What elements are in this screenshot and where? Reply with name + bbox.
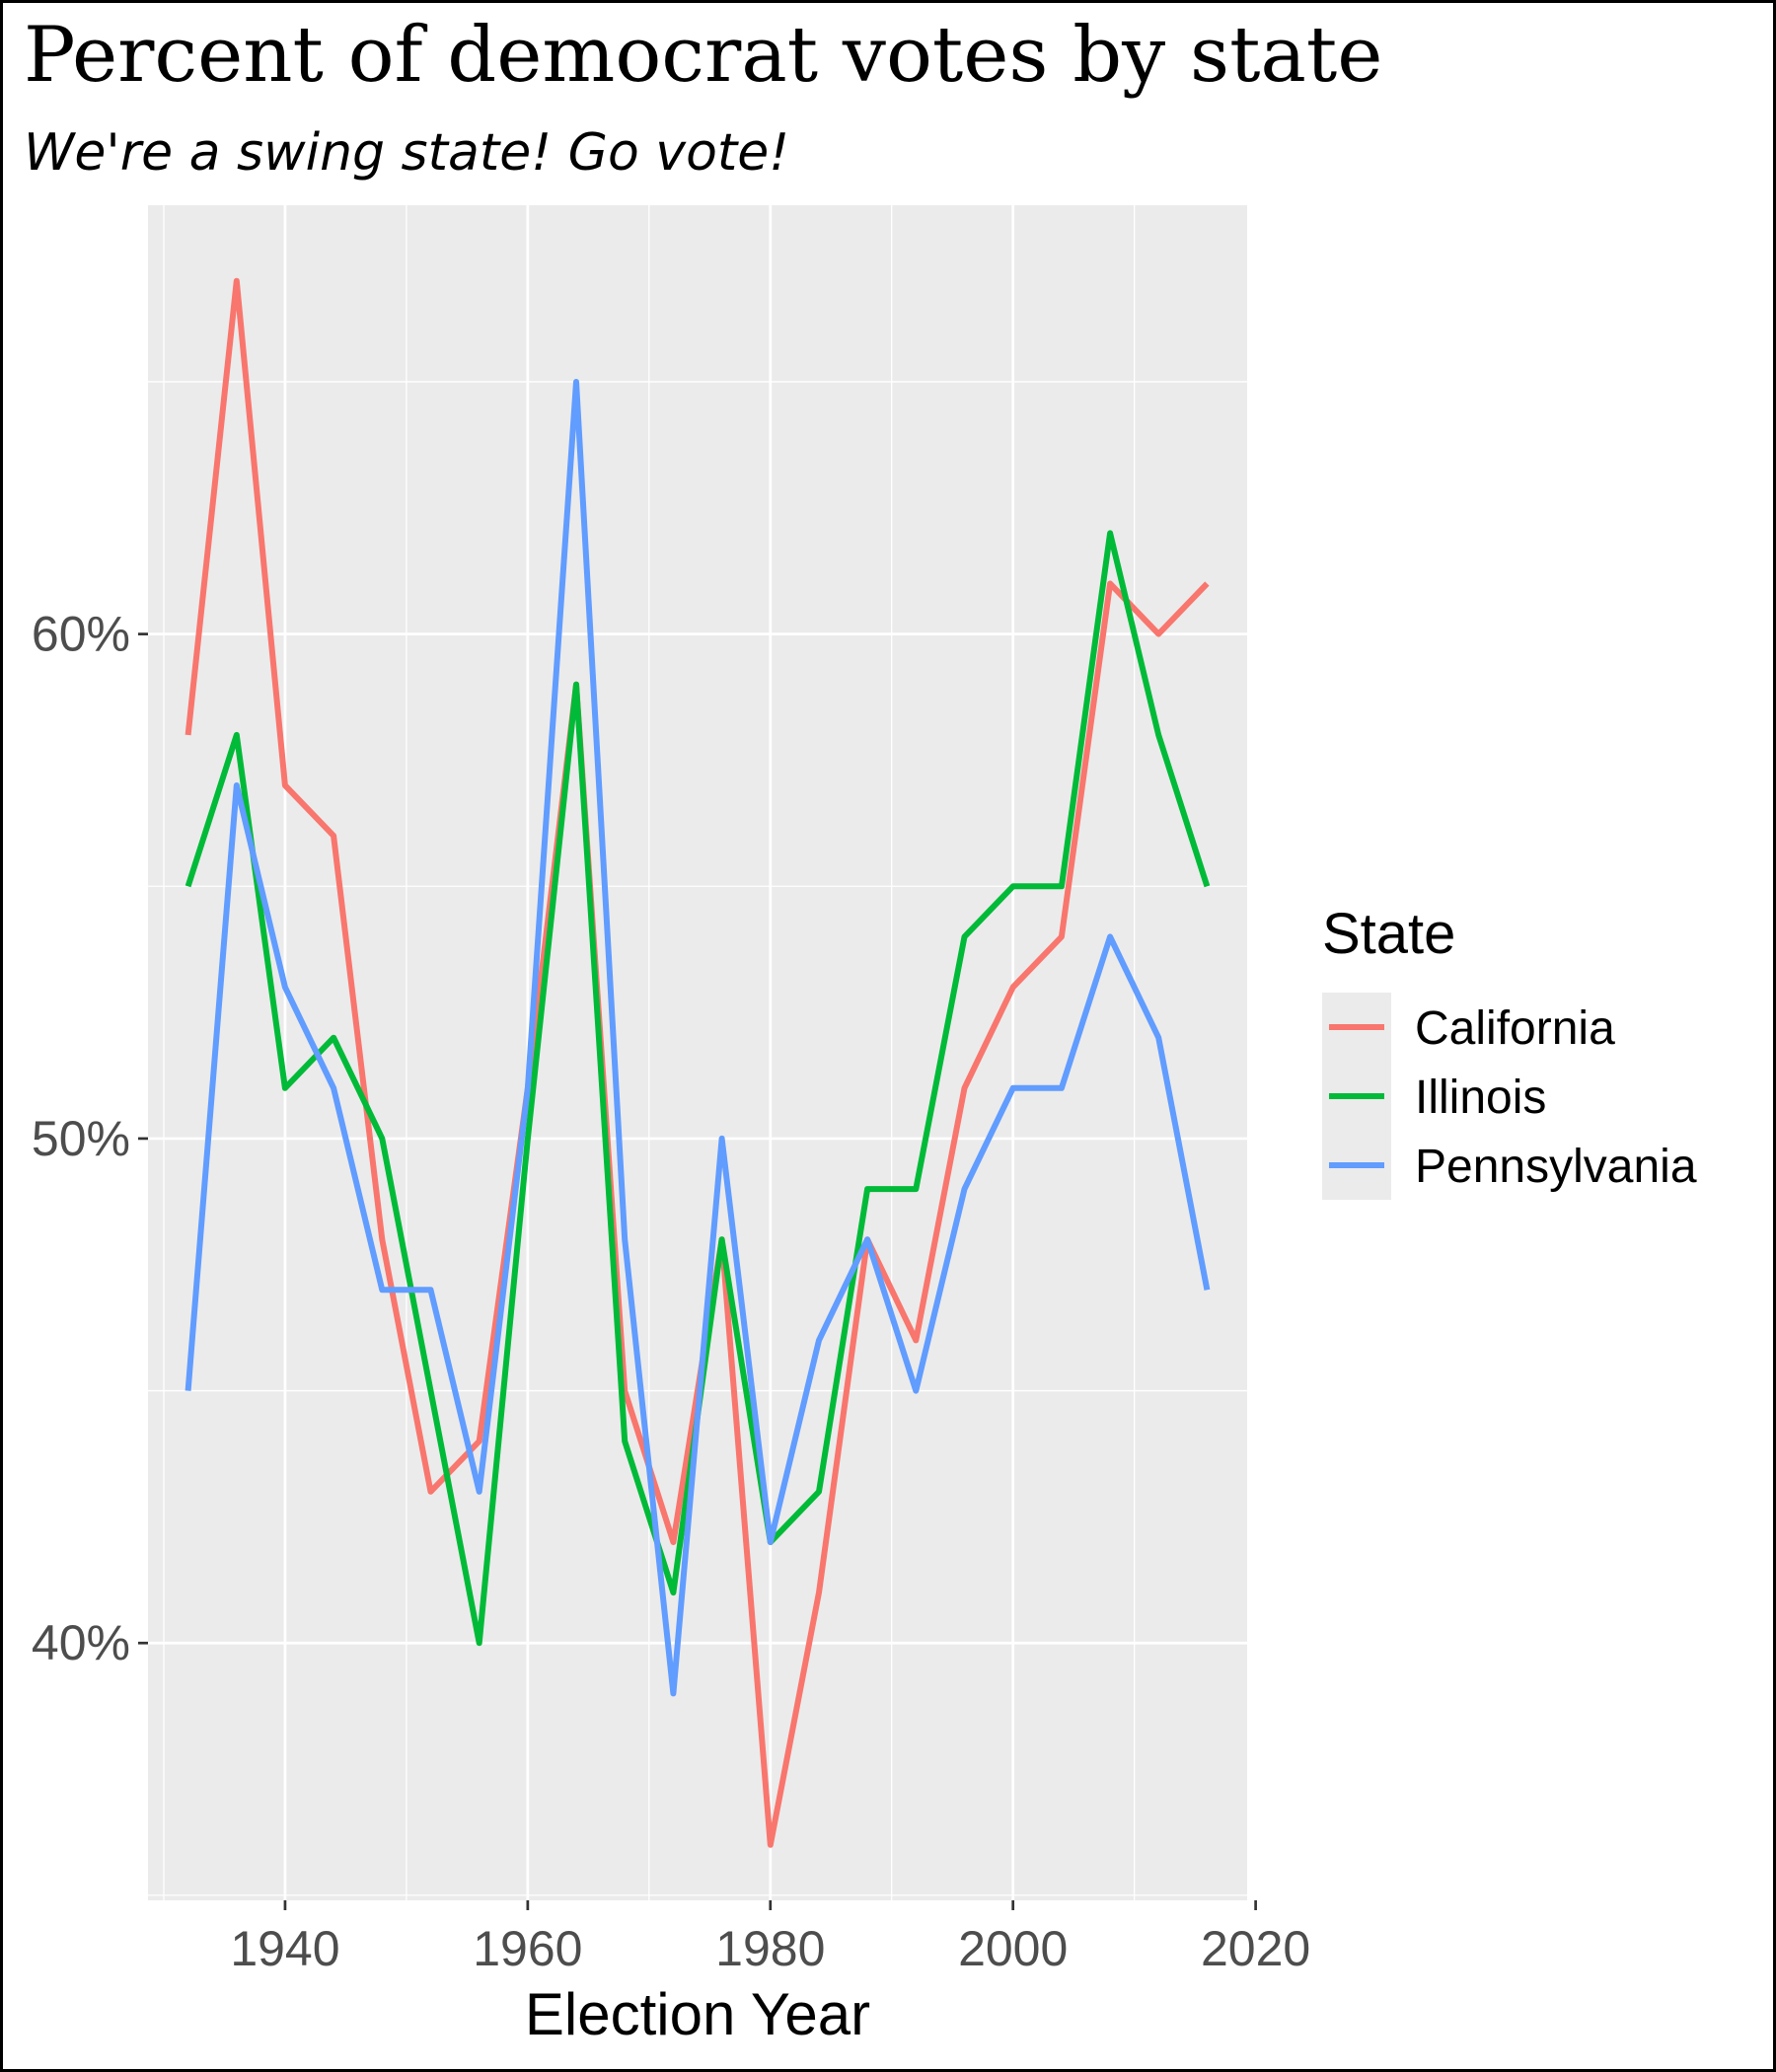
x-tick-label: 1940 <box>230 1921 339 1976</box>
legend-label: Illinois <box>1415 1072 1546 1124</box>
x-tick-label: 1960 <box>473 1921 582 1976</box>
x-axis-ticks: 1940 1960 1980 2000 2020 <box>230 1900 1310 1976</box>
x-axis-title: Election Year <box>525 1981 870 2047</box>
x-tick-label: 2000 <box>958 1921 1068 1976</box>
series-lines <box>185 277 1211 1848</box>
y-axis-ticks: 40% 50% 60% <box>32 607 148 1670</box>
grid-minor <box>148 205 1247 1900</box>
legend-label: Pennsylvania <box>1415 1141 1697 1193</box>
legend-label: California <box>1415 1002 1615 1055</box>
legend: California Illinois Pennsylvania <box>1322 993 1697 1200</box>
x-tick-label: 1980 <box>715 1921 825 1976</box>
y-tick-label: 50% <box>32 1111 130 1166</box>
y-tick-label: 60% <box>32 607 130 662</box>
chart-subtitle: We're a swing state! Go vote! <box>24 123 789 183</box>
plot-panel <box>148 205 1247 1900</box>
x-tick-label: 2020 <box>1201 1921 1310 1976</box>
chart-title: Percent of democrat votes by state <box>24 11 1382 100</box>
series-line-pennsylvania <box>185 379 1211 1697</box>
y-tick-label: 40% <box>32 1615 130 1670</box>
legend-title: State <box>1322 902 1455 966</box>
